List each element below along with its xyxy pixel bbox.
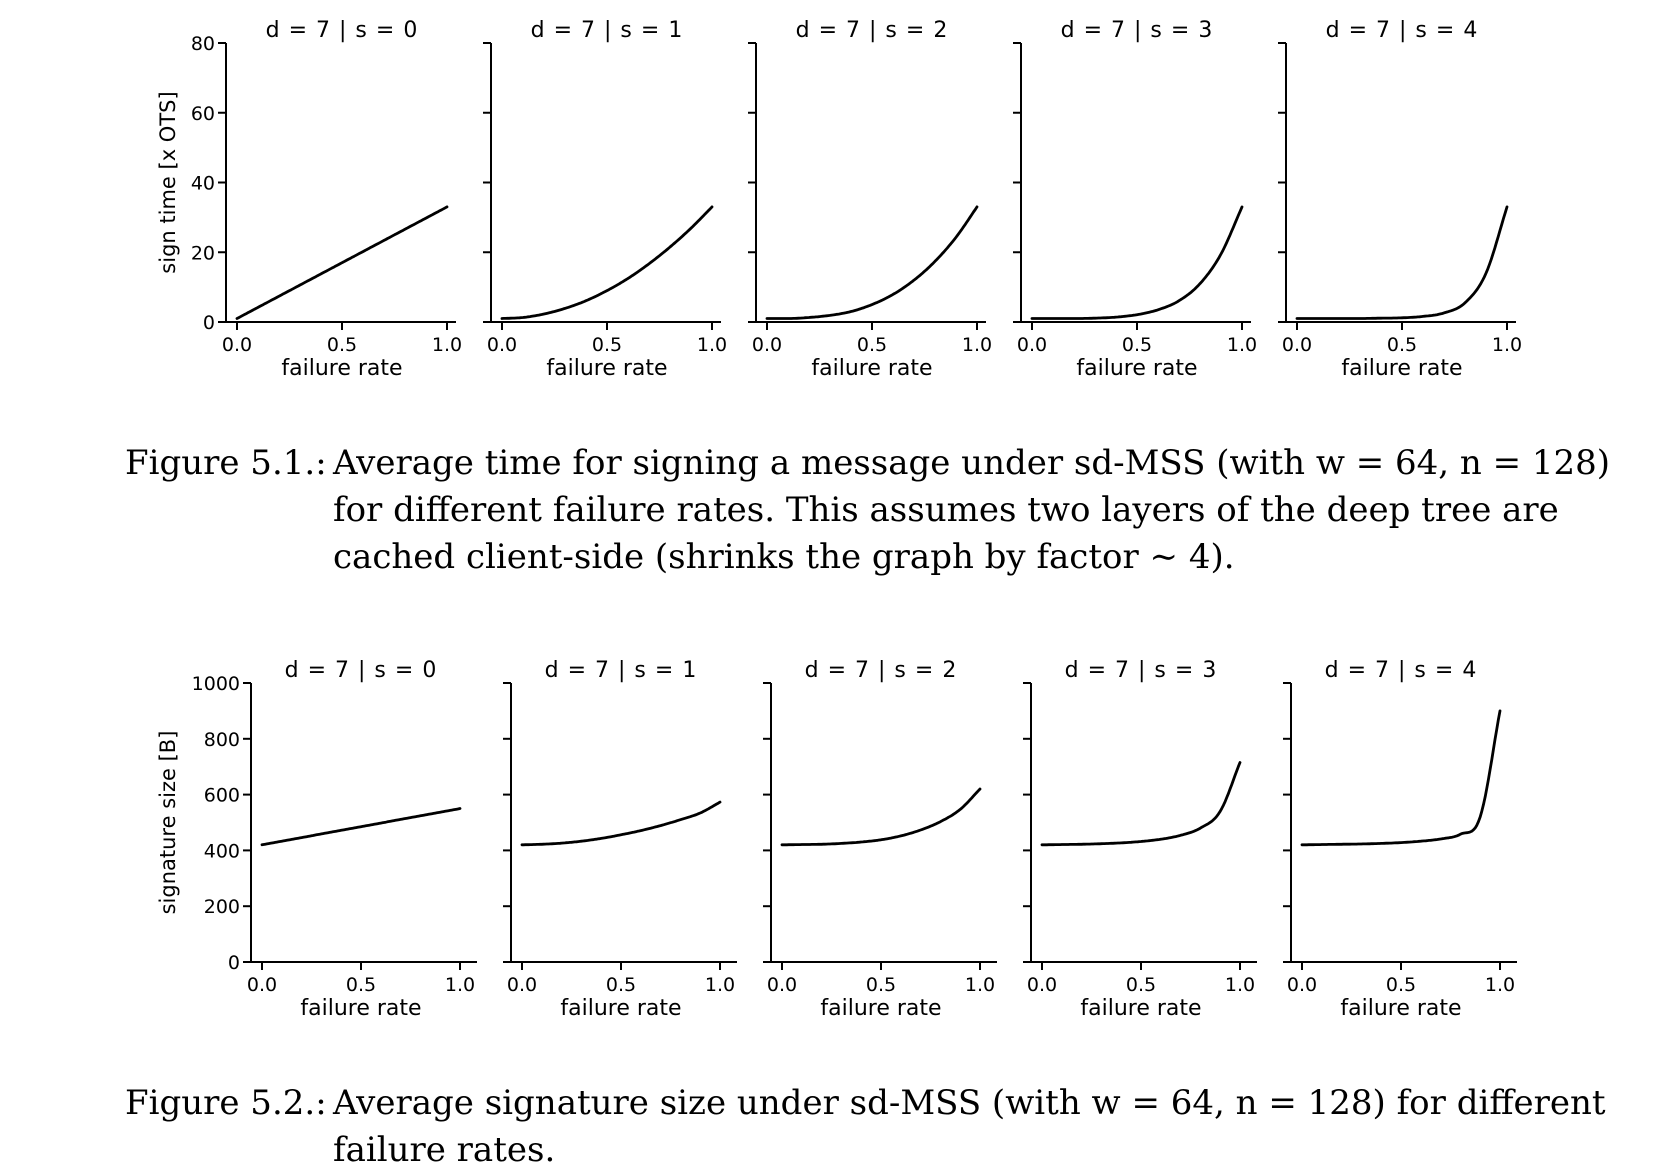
series-line <box>1295 205 1509 320</box>
x-tick-label: 1.0 <box>965 974 995 996</box>
y-tick-label: 20 <box>191 242 215 264</box>
y-tick-label: 1000 <box>192 673 240 695</box>
x-tick-label: 0.0 <box>752 334 782 356</box>
chart-panel: 0.0 0.5 1.0 failure rate d = 7 | s = 2 <box>748 18 992 381</box>
y-tick-label: 80 <box>191 33 215 55</box>
x-axis-label: failure rate <box>1340 996 1461 1021</box>
x-axis-label: failure rate <box>1341 356 1462 381</box>
panel-title: d = 7 | s = 0 <box>266 18 419 43</box>
x-axis-label: failure rate <box>281 356 402 381</box>
panel-title: d = 7 | s = 2 <box>796 18 949 43</box>
x-tick-label: 0.0 <box>222 334 252 356</box>
series-line <box>780 787 982 847</box>
x-tick-label: 1.0 <box>962 334 992 356</box>
y-tick-label: 400 <box>204 840 240 862</box>
x-axis-label: failure rate <box>300 996 421 1021</box>
chart-panel: 0.0 0.5 1.0 failure rate d = 7 | s = 4 <box>1278 18 1522 381</box>
x-tick-label: 0.0 <box>247 974 277 996</box>
y-tick-label: 0 <box>228 952 240 974</box>
chart-panel: 0.0 0.5 1.0 failure rate d = 7 | s = 4 <box>1283 658 1517 1021</box>
chart-panel: 0.0 0.5 1.0 failure rate d = 7 | s = 1 <box>483 18 727 381</box>
x-tick-label: 1.0 <box>1227 334 1257 356</box>
x-axis-label: failure rate <box>546 356 667 381</box>
x-tick-label: 0.0 <box>487 334 517 356</box>
series-line <box>260 807 462 847</box>
x-tick-label: 1.0 <box>1225 974 1255 996</box>
chart-panel: 0.0 0.5 1.0 failure rate d = 7 | s = 2 <box>763 658 997 1021</box>
figure-5-1-caption-line: for different failure rates. This assume… <box>333 490 1559 530</box>
x-tick-label: 0.0 <box>1017 334 1047 356</box>
x-tick-label: 1.0 <box>697 334 727 356</box>
x-tick-label: 0.5 <box>346 974 376 996</box>
x-tick-label: 0.0 <box>507 974 537 996</box>
x-tick-label: 1.0 <box>445 974 475 996</box>
figure-5-2-caption-line: Average signature size under sd-MSS (wit… <box>333 1083 1606 1123</box>
x-tick-label: 0.5 <box>1387 334 1417 356</box>
figure-5-1-caption-line: Average time for signing a message under… <box>333 443 1611 483</box>
figure-5-2-caption-line: failure rates. <box>333 1130 556 1170</box>
x-tick-label: 0.5 <box>606 974 636 996</box>
x-tick-label: 0.0 <box>1287 974 1317 996</box>
panel-title: d = 7 | s = 3 <box>1065 658 1218 683</box>
x-tick-label: 1.0 <box>705 974 735 996</box>
figure-5-2-chart: 0 200 400 600 800 1000 0.0 0.5 1.0 failure rate d … <box>156 658 1517 1021</box>
y-tick-label: 40 <box>191 173 215 195</box>
panel-title: d = 7 | s = 2 <box>805 658 958 683</box>
chart-panel: 0 200 400 600 800 1000 0.0 0.5 1.0 failure rate d … <box>192 658 477 1021</box>
panel-title: d = 7 | s = 0 <box>285 658 438 683</box>
y-tick-label: 0 <box>203 312 215 334</box>
y-tick-label: 200 <box>204 896 240 918</box>
y-tick-label: 600 <box>204 785 240 807</box>
x-tick-label: 0.5 <box>327 334 357 356</box>
series-line <box>1030 205 1244 320</box>
x-axis-label: failure rate <box>820 996 941 1021</box>
x-tick-label: 0.5 <box>1126 974 1156 996</box>
series-line <box>1300 709 1502 847</box>
chart-panel: 0 20 40 60 80 0.0 0.5 1.0 failure rate d = 7 | s … <box>191 18 462 381</box>
figure-5-2-caption-text: Average signature size under sd-MSS (wit… <box>333 1080 1606 1174</box>
y-axis-label: sign time [x OTS] <box>156 91 180 273</box>
figure-5-1-caption-text: Average time for signing a message under… <box>333 440 1611 581</box>
x-tick-label: 0.0 <box>767 974 797 996</box>
x-tick-label: 1.0 <box>1485 974 1515 996</box>
figure-5-1-chart: 0 20 40 60 80 0.0 0.5 1.0 failure rate d = 7 | s … <box>156 18 1522 381</box>
panel-title: d = 7 | s = 1 <box>531 18 684 43</box>
chart-panel: 0.0 0.5 1.0 failure rate d = 7 | s = 3 <box>1013 18 1257 381</box>
panel-title: d = 7 | s = 1 <box>545 658 698 683</box>
x-tick-label: 0.0 <box>1027 974 1057 996</box>
series-line <box>520 800 722 847</box>
x-tick-label: 0.5 <box>1386 974 1416 996</box>
y-tick-label: 800 <box>204 729 240 751</box>
x-tick-label: 0.5 <box>866 974 896 996</box>
panel-title: d = 7 | s = 4 <box>1325 658 1478 683</box>
panel-title: d = 7 | s = 4 <box>1326 18 1479 43</box>
x-axis-label: failure rate <box>811 356 932 381</box>
series-line <box>500 205 714 320</box>
x-tick-label: 1.0 <box>432 334 462 356</box>
y-axis-label: signature size [B] <box>156 731 180 915</box>
figure-5-1-caption-line: cached client-side (shrinks the graph by… <box>333 537 1235 577</box>
x-tick-label: 0.5 <box>592 334 622 356</box>
series-line <box>1040 761 1242 847</box>
chart-panel: 0.0 0.5 1.0 failure rate d = 7 | s = 3 <box>1023 658 1257 1021</box>
x-tick-label: 1.0 <box>1492 334 1522 356</box>
figure-5-1-caption: Figure 5.1.: Average time for signing a … <box>125 440 1611 590</box>
figure-5-2-caption: Figure 5.2.: Average signature size unde… <box>125 1080 1606 1170</box>
series-line <box>235 205 449 320</box>
figure-5-1-caption-label: Figure 5.1.: <box>125 443 327 483</box>
x-axis-label: failure rate <box>1080 996 1201 1021</box>
series-line <box>765 205 979 320</box>
x-tick-label: 0.0 <box>1282 334 1312 356</box>
chart-panel: 0.0 0.5 1.0 failure rate d = 7 | s = 1 <box>503 658 737 1021</box>
x-tick-label: 0.5 <box>1122 334 1152 356</box>
figure-5-2-caption-label: Figure 5.2.: <box>125 1083 327 1123</box>
panel-title: d = 7 | s = 3 <box>1061 18 1214 43</box>
y-tick-label: 60 <box>191 103 215 125</box>
x-axis-label: failure rate <box>560 996 681 1021</box>
x-axis-label: failure rate <box>1076 356 1197 381</box>
x-tick-label: 0.5 <box>857 334 887 356</box>
